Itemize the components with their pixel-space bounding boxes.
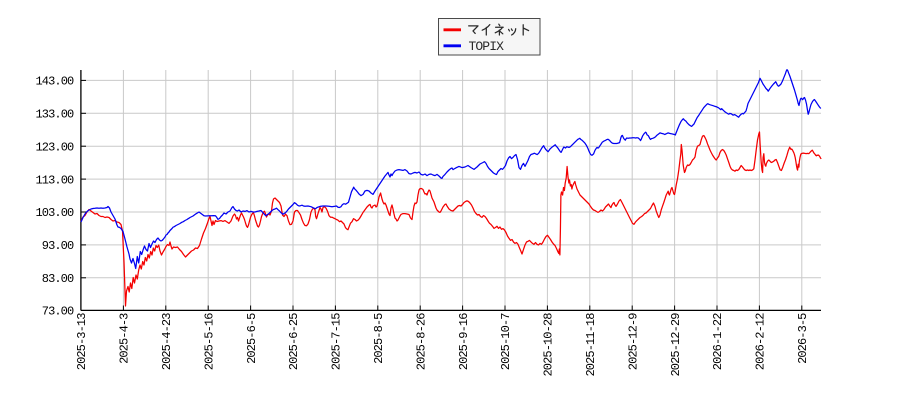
svg-text:73.00: 73.00 [42, 305, 74, 319]
svg-text:113.00: 113.00 [35, 173, 74, 187]
svg-text:2025-3-13: 2025-3-13 [75, 313, 89, 370]
svg-text:2025-11-18: 2025-11-18 [584, 313, 598, 377]
svg-text:2025-4-3: 2025-4-3 [118, 313, 132, 364]
svg-text:2025-10-28: 2025-10-28 [542, 313, 556, 377]
svg-text:2026-2-12: 2026-2-12 [754, 313, 768, 370]
svg-text:2026-1-22: 2026-1-22 [711, 313, 725, 370]
svg-text:133.00: 133.00 [35, 108, 74, 122]
svg-text:103.00: 103.00 [35, 206, 74, 220]
svg-text:2025-4-23: 2025-4-23 [160, 313, 174, 370]
svg-text:2025-10-7: 2025-10-7 [499, 313, 513, 370]
svg-text:2025-6-25: 2025-6-25 [287, 313, 301, 370]
svg-text:2025-12-29: 2025-12-29 [669, 313, 683, 377]
svg-text:143.00: 143.00 [35, 75, 74, 89]
svg-text:2025-8-5: 2025-8-5 [372, 313, 386, 364]
svg-text:2026-3-5: 2026-3-5 [796, 313, 810, 364]
svg-text:TOPIX: TOPIX [469, 39, 505, 54]
svg-text:2025-5-16: 2025-5-16 [202, 313, 216, 370]
svg-text:2025-8-26: 2025-8-26 [414, 313, 428, 370]
svg-text:83.00: 83.00 [42, 272, 74, 286]
svg-text:2025-9-16: 2025-9-16 [457, 313, 471, 370]
svg-text:2025-6-5: 2025-6-5 [245, 313, 259, 364]
svg-text:2025-12-9: 2025-12-9 [626, 313, 640, 370]
svg-text:2025-7-15: 2025-7-15 [330, 313, 344, 370]
svg-text:93.00: 93.00 [42, 239, 74, 253]
svg-text:123.00: 123.00 [35, 140, 74, 154]
